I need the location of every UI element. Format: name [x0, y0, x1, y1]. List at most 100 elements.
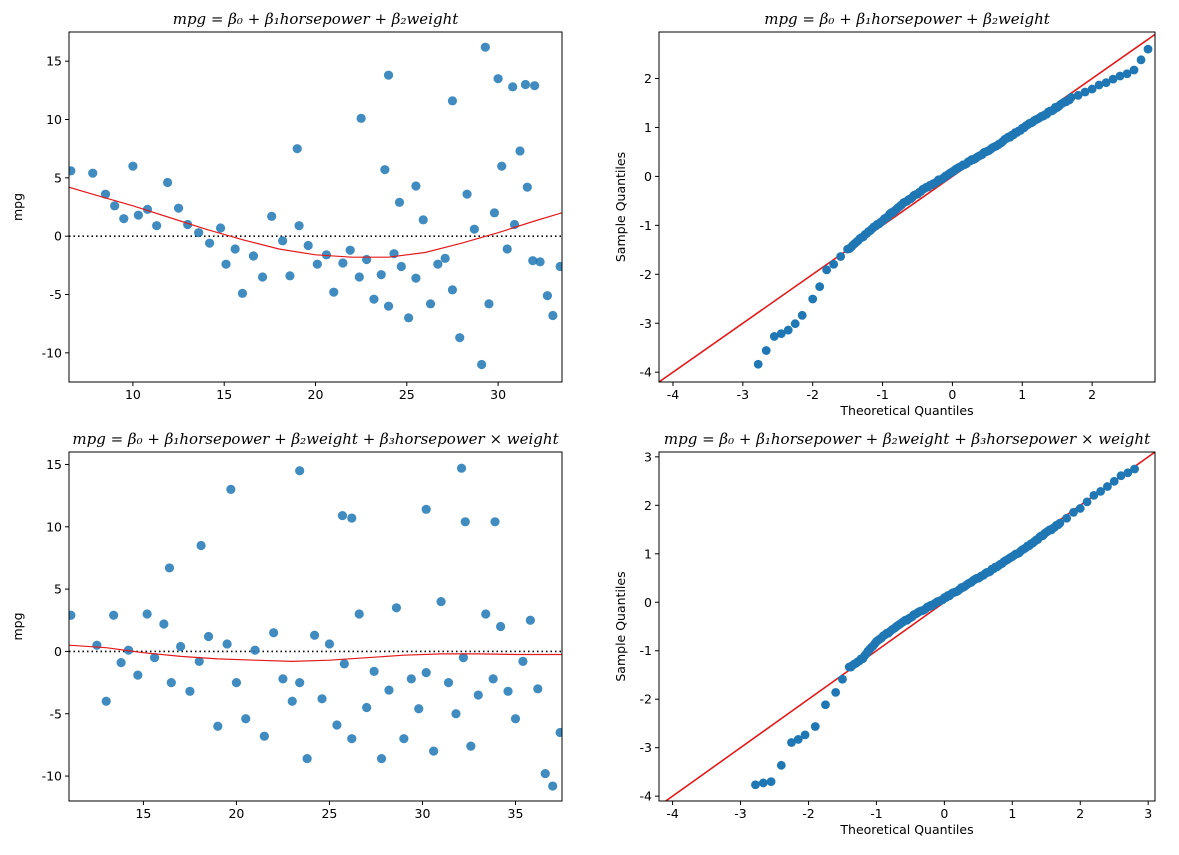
data-point	[287, 696, 297, 706]
data-point	[354, 272, 364, 282]
data-point	[356, 113, 366, 123]
y-tick-label: -1	[640, 218, 652, 233]
y-tick-label: 5	[54, 582, 62, 597]
quantile-point	[1116, 471, 1126, 481]
plot-frame	[68, 451, 563, 802]
quantile-point	[1087, 84, 1097, 94]
data-point	[399, 734, 409, 744]
data-point	[447, 285, 458, 295]
data-point	[542, 291, 552, 301]
quantile-point	[822, 265, 832, 275]
x-tick-label: -1	[870, 806, 882, 821]
x-axis-label: Theoretical Quantiles	[839, 822, 973, 837]
chart-title: mpg = β₀ + β₁horsepower + β₂weight	[173, 10, 460, 28]
data-point	[338, 258, 348, 268]
data-point	[152, 221, 162, 231]
quantile-point	[776, 329, 786, 339]
plot-frame	[658, 31, 1156, 383]
data-point	[481, 609, 491, 619]
x-tick-label: -4	[666, 806, 679, 821]
x-tick-label: 25	[399, 387, 415, 402]
x-tick-label: 2	[1076, 806, 1084, 821]
y-tick-label: 1	[644, 546, 652, 561]
data-point	[522, 182, 532, 192]
quantile-point	[1143, 44, 1153, 54]
data-point	[267, 211, 277, 221]
data-point	[309, 630, 320, 640]
data-point	[194, 228, 204, 238]
data-point	[230, 244, 240, 254]
reference-line-45	[659, 33, 1155, 382]
data-point	[489, 208, 500, 218]
data-point	[411, 181, 421, 191]
data-point	[133, 670, 143, 680]
quantile-point	[1101, 78, 1111, 88]
data-point	[433, 259, 443, 269]
data-point	[503, 686, 513, 696]
data-point	[88, 168, 98, 178]
data-point	[339, 659, 349, 669]
data-point	[226, 484, 236, 494]
quantile-point	[761, 346, 771, 355]
quantile-point	[753, 359, 763, 369]
data-point	[159, 619, 169, 629]
y-tick-label: -10	[42, 769, 62, 784]
data-point	[337, 510, 348, 521]
data-point	[185, 686, 195, 696]
data-point	[347, 513, 357, 523]
data-point	[295, 466, 305, 476]
data-point	[456, 463, 467, 473]
data-point	[302, 754, 312, 764]
quantile-point	[829, 259, 839, 269]
data-point	[515, 146, 525, 156]
data-point	[109, 610, 119, 620]
plot-content	[69, 42, 562, 370]
data-point	[548, 310, 558, 321]
x-tick-label: 0	[940, 806, 948, 821]
x-tick-label: 30	[490, 387, 506, 402]
data-point	[406, 674, 416, 684]
data-point	[421, 668, 431, 678]
y-tick-label: 15	[46, 457, 62, 472]
data-point	[540, 768, 550, 779]
data-point	[508, 82, 518, 92]
data-point	[555, 727, 562, 738]
data-point	[101, 696, 111, 706]
x-tick-label: 0	[948, 387, 956, 402]
chart-title: mpg = β₀ + β₁horsepower + β₂weight + β₃h…	[664, 430, 1151, 448]
quantile-point	[769, 332, 779, 341]
y-tick-label: -4	[640, 365, 653, 380]
data-point	[466, 741, 476, 751]
y-tick-label: 15	[46, 54, 62, 69]
quantile-point	[790, 319, 800, 329]
data-point	[332, 720, 342, 730]
data-point	[204, 238, 215, 248]
data-point	[221, 259, 231, 269]
data-point	[69, 166, 76, 176]
y-tick-label: -2	[640, 267, 652, 282]
quantile-point	[793, 735, 803, 744]
data-point	[128, 161, 138, 171]
data-point	[484, 299, 494, 309]
data-point	[369, 666, 379, 676]
plot-content	[69, 463, 562, 791]
data-point	[391, 603, 402, 613]
data-point	[548, 781, 558, 791]
x-axis-label: Theoretical Quantiles	[839, 403, 973, 418]
quantile-point	[1096, 486, 1106, 496]
x-tick-label: -3	[734, 806, 746, 821]
data-point	[411, 273, 421, 283]
data-point	[443, 677, 454, 688]
y-tick-label: 2	[644, 498, 652, 513]
data-point	[525, 615, 535, 625]
data-point	[241, 714, 251, 724]
data-point	[312, 259, 322, 269]
data-point	[213, 721, 223, 731]
x-tick-label: 30	[415, 806, 431, 821]
y-tick-label: 0	[54, 229, 62, 244]
data-point	[384, 685, 394, 695]
data-point	[429, 746, 439, 756]
data-point	[488, 674, 498, 684]
data-point	[248, 251, 259, 261]
quantile-point	[1055, 518, 1065, 528]
